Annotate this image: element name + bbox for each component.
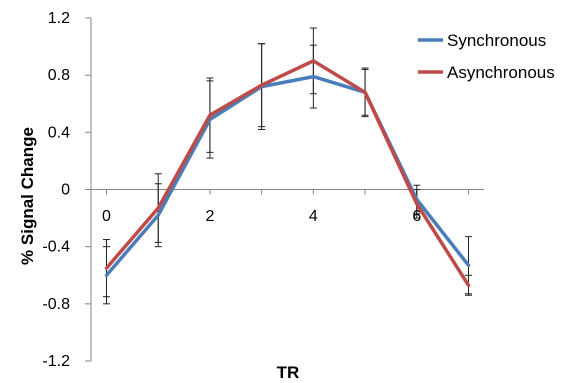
y-tick-label: 0 (61, 182, 70, 199)
y-tick-label: 0.4 (48, 124, 70, 141)
y-tick-label: -0.8 (42, 296, 70, 313)
legend: Synchronous Asynchronous (418, 31, 555, 82)
y-tick-label: 0.8 (48, 67, 70, 84)
y-axis-title: % Signal Change (18, 127, 37, 265)
series-lines (104, 59, 471, 288)
x-axis-title: TR (277, 363, 300, 382)
legend-label-asynchronous: Asynchronous (447, 63, 555, 82)
chart-axes (85, 17, 484, 362)
x-tick-label: 6 (412, 208, 421, 225)
x-tick-label: 2 (205, 208, 214, 225)
x-tick-label: 0 (102, 208, 111, 225)
y-tick-label: -0.4 (42, 239, 70, 256)
tick-labels: 1.2 0.8 0.4 0 -0.4 -0.8 -1.2 0 2 4 6 (42, 10, 421, 370)
y-tick-label: -1.2 (42, 353, 70, 370)
legend-label-synchronous: Synchronous (447, 31, 546, 50)
series-line-asynchronous (104, 59, 471, 288)
y-tick-label: 1.2 (48, 10, 70, 27)
x-tick-label: 4 (309, 208, 318, 225)
error-bars (103, 27, 472, 305)
series-line-synchronous (104, 74, 471, 277)
